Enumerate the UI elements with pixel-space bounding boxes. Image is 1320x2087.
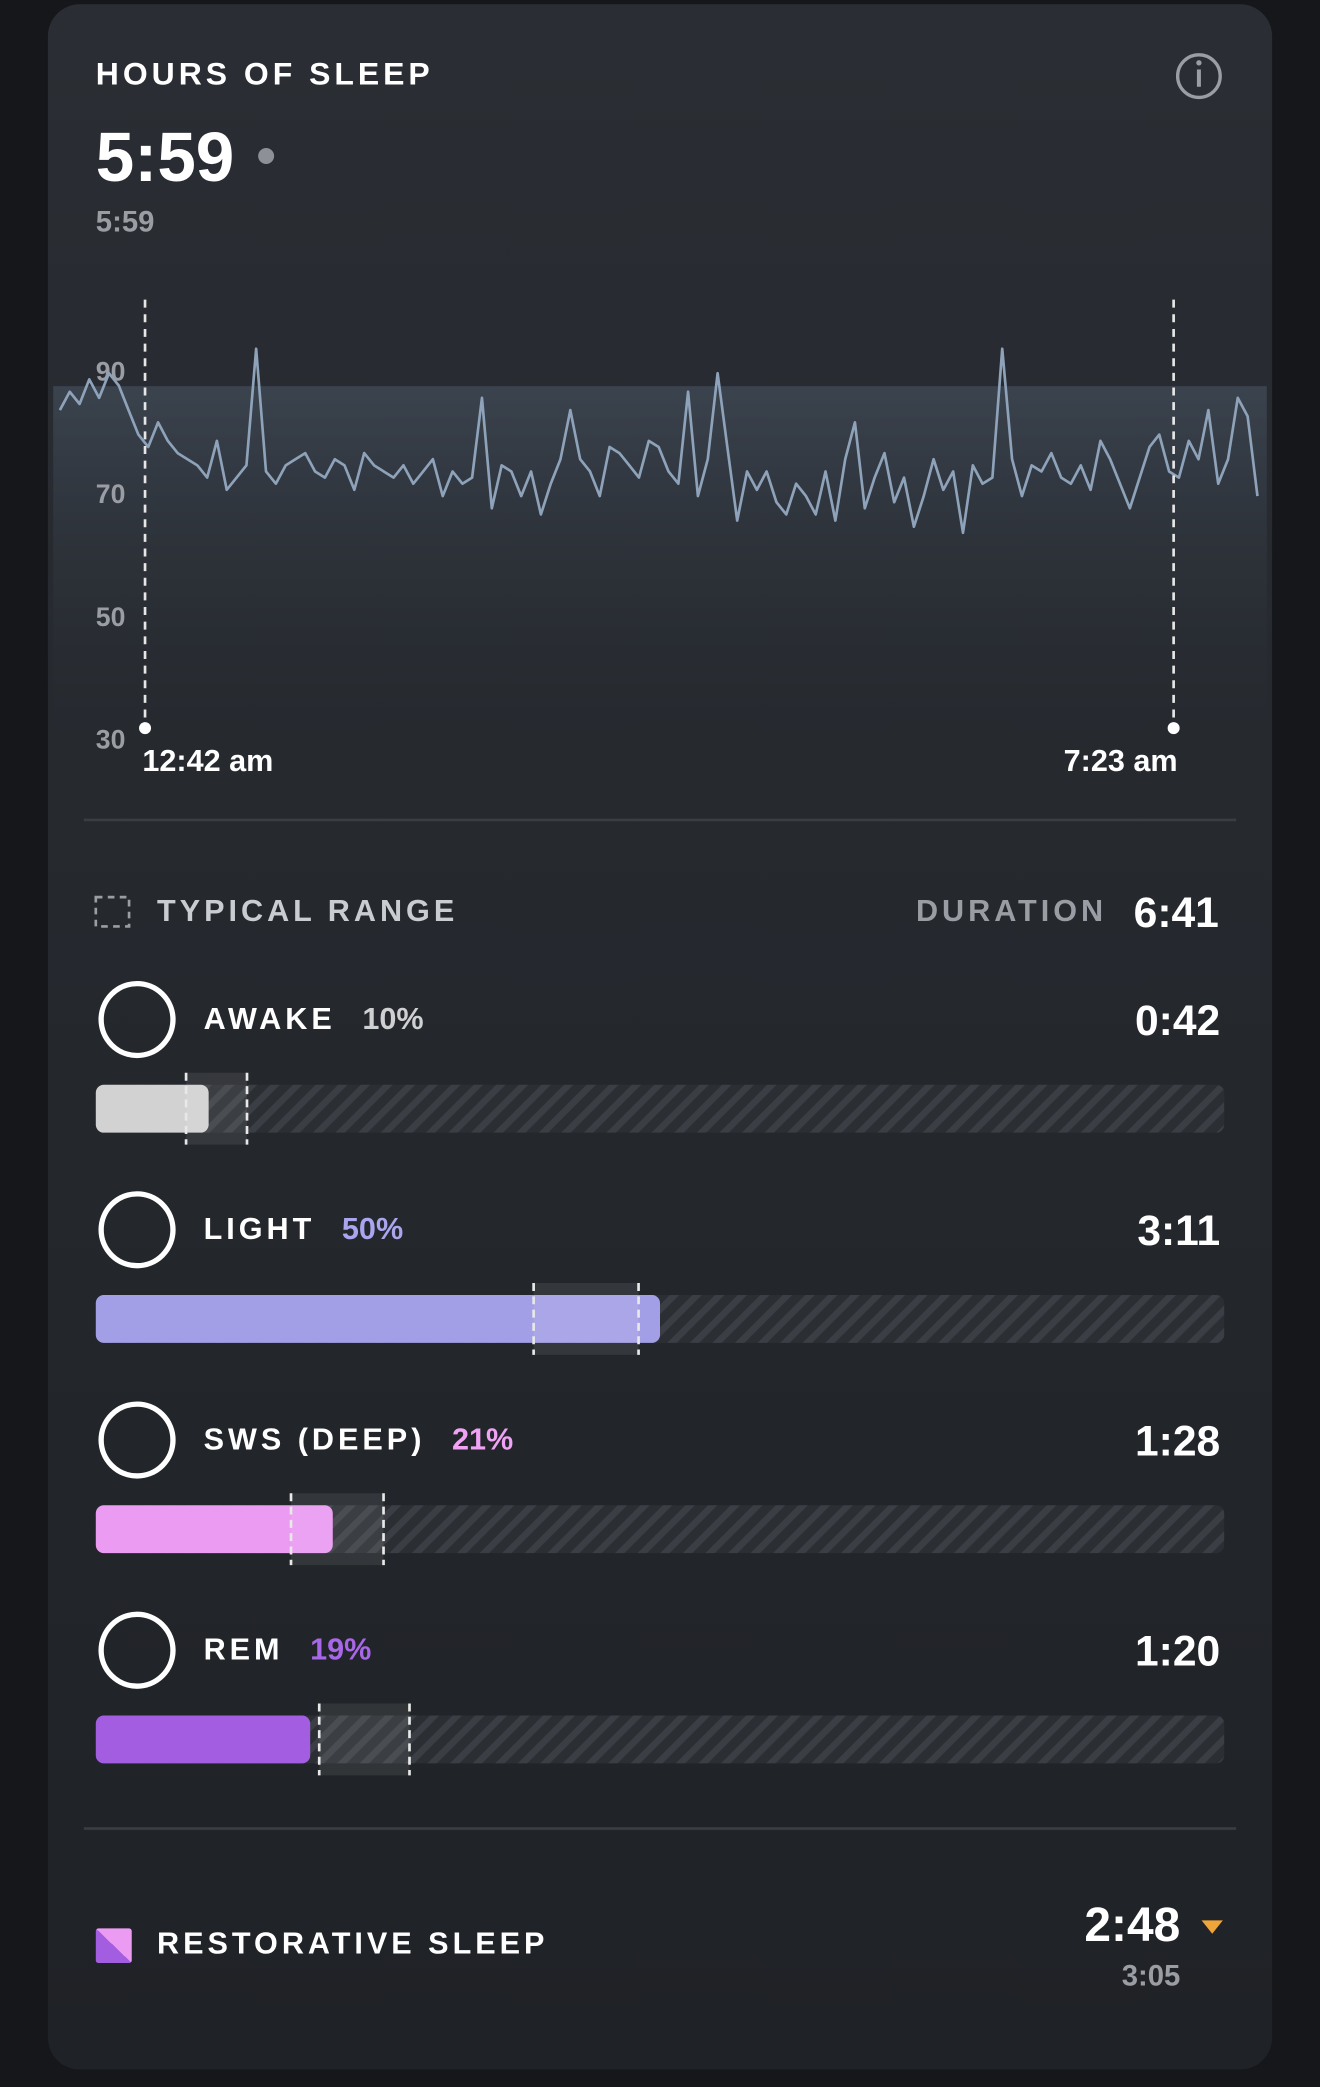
stage-duration: 3:11 xyxy=(1137,1207,1220,1255)
stage-bar xyxy=(95,1715,311,1764)
y-tick-label: 90 xyxy=(96,356,126,386)
info-icon[interactable] xyxy=(1175,53,1222,100)
stage-name: LIGHT xyxy=(204,1212,316,1246)
title: HOURS OF SLEEP xyxy=(96,56,434,92)
restorative-value: 2:48 xyxy=(1084,1899,1180,1952)
y-tick-label: 30 xyxy=(96,724,126,754)
typical-range-box xyxy=(319,1703,410,1776)
y-tick-label: 70 xyxy=(96,479,126,509)
stage-track xyxy=(95,1715,1225,1764)
chart-area-shade xyxy=(53,386,1267,742)
typical-range-icon xyxy=(94,895,131,928)
stage-circle xyxy=(98,1401,176,1479)
y-tick-label: 50 xyxy=(96,602,126,632)
restorative-typical: 3:05 xyxy=(1122,1960,1181,1992)
stage-track xyxy=(95,1084,1225,1133)
stage-bar xyxy=(95,1505,333,1554)
stage-percent: 50% xyxy=(342,1212,403,1246)
stage-duration: 1:28 xyxy=(1135,1417,1220,1465)
stage-name: SWS (DEEP) xyxy=(204,1422,426,1456)
stage-percent: 21% xyxy=(452,1422,513,1456)
sleep-marker-dot xyxy=(1167,722,1180,735)
stage-duration: 1:20 xyxy=(1135,1628,1220,1676)
trend-down-icon xyxy=(1201,1920,1223,1934)
stage-circle xyxy=(98,1191,176,1269)
duration-value: 6:41 xyxy=(1134,889,1219,937)
stage-circle xyxy=(98,980,176,1059)
stages: AWAKE 10% 0:42 LIGHT 50% 3:11 SWS (DEEP) 21% 1:2… xyxy=(95,980,1225,1776)
stage-name: AWAKE xyxy=(204,1002,336,1036)
restorative-icon xyxy=(95,1928,132,1963)
stage-bar xyxy=(95,1294,660,1343)
restorative-label: RESTORATIVE SLEEP xyxy=(157,1927,548,1961)
info-button[interactable] xyxy=(1175,53,1222,100)
stage-track xyxy=(95,1505,1225,1554)
stage-percent: 19% xyxy=(310,1633,371,1667)
stage-circle xyxy=(98,1611,176,1689)
stage-percent: 10% xyxy=(362,1002,423,1036)
typical-range-box xyxy=(291,1493,384,1566)
stage-row: REM 19% 1:20 xyxy=(95,1611,1225,1776)
stage-name: REM xyxy=(204,1633,284,1667)
sleep-subvalue: 5:59 xyxy=(96,207,155,239)
heart-rate-chart: 30 50 70 90 12:42 am 7:23 am xyxy=(58,299,1259,778)
info-icon-dot xyxy=(1196,60,1202,66)
stage-bar xyxy=(95,1084,209,1133)
status-dot xyxy=(258,147,275,164)
stage-row: AWAKE 10% 0:42 xyxy=(95,980,1225,1145)
typical-range-box xyxy=(533,1283,639,1355)
stage-row: SWS (DEEP) 21% 1:28 xyxy=(95,1401,1225,1566)
sleep-marker-label: 7:23 am xyxy=(1064,744,1178,778)
typical-range-label: TYPICAL RANGE xyxy=(157,894,458,928)
typical-range-box xyxy=(186,1072,248,1145)
heart-rate-line xyxy=(58,347,1259,535)
stage-row: LIGHT 50% 3:11 xyxy=(95,1191,1225,1355)
sleep-value: 5:59 xyxy=(96,118,234,196)
stage-duration: 0:42 xyxy=(1135,997,1220,1045)
sleep-marker-dot xyxy=(139,722,152,735)
info-icon-stem xyxy=(1196,69,1201,87)
sleep-marker-label: 12:42 am xyxy=(142,744,273,778)
duration-label: DURATION xyxy=(916,894,1107,928)
